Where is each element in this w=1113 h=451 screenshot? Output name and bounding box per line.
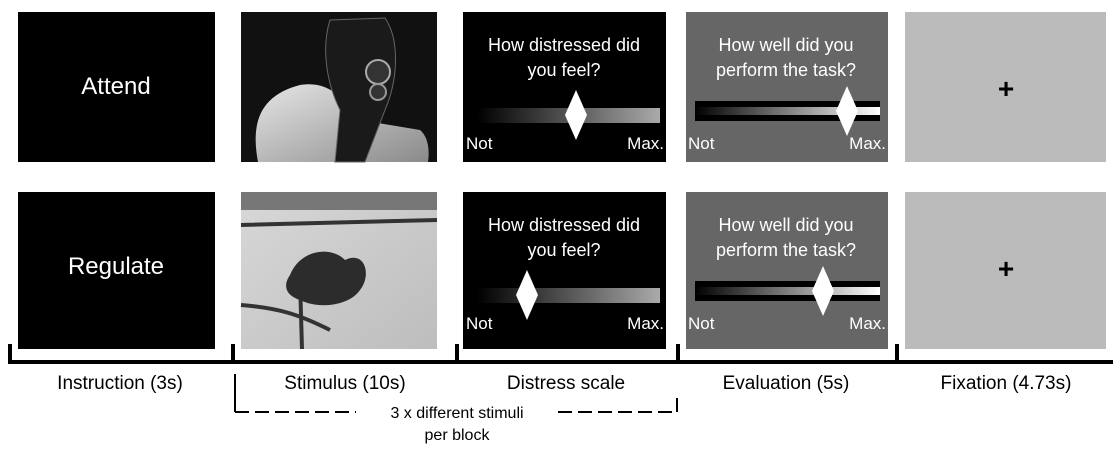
timeline-label: Instruction (3s) <box>57 373 183 394</box>
block-note: per block <box>425 427 491 444</box>
distress-panel <box>463 192 666 349</box>
scale-max: Max. <box>627 134 664 153</box>
timeline <box>8 344 1113 364</box>
timeline-label: Fixation (4.73s) <box>941 373 1072 394</box>
evaluation-panel <box>686 192 888 349</box>
rating-diamond <box>516 270 538 320</box>
scale-max: Max. <box>849 314 886 333</box>
evaluation-gradient <box>695 287 880 295</box>
fixation-cross: + <box>998 253 1014 284</box>
evaluation-gradient <box>695 107 880 115</box>
instruction-panel <box>18 12 215 162</box>
stimulus-top <box>241 192 437 210</box>
scale-min: Not <box>466 134 493 153</box>
stimulus-gun <box>325 17 396 163</box>
block-bracket <box>234 374 678 413</box>
scale-min: Not <box>466 314 493 333</box>
instruction-text: Attend <box>81 73 150 100</box>
instruction-panel <box>18 192 215 349</box>
stimulus-cylinder <box>365 59 391 85</box>
distress-question: How distressed did <box>488 215 640 235</box>
distress-bar <box>477 288 660 303</box>
fixation-cross: + <box>998 73 1014 104</box>
scale-max: Max. <box>627 314 664 333</box>
scale-max: Max. <box>849 134 886 153</box>
stimulus-cylinder <box>369 83 387 101</box>
trial-row: Attend How distressed did you feel? Not Max.… <box>18 12 1106 163</box>
timeline-label: Evaluation (5s) <box>723 373 850 394</box>
fixation-panel <box>905 12 1106 162</box>
timeline-label: Distress scale <box>507 373 625 394</box>
distress-question: How distressed did <box>488 35 640 55</box>
timeline-label: Stimulus (10s) <box>284 373 405 394</box>
instruction-text: Regulate <box>68 253 164 280</box>
fixation-panel <box>905 192 1106 349</box>
evaluation-question: How well did you <box>718 35 853 55</box>
evaluation-question: perform the task? <box>716 240 856 260</box>
block-note: 3 x different stimuli <box>390 405 523 422</box>
distress-question: you feel? <box>527 60 600 80</box>
distress-question: you feel? <box>527 240 600 260</box>
evaluation-question: How well did you <box>718 215 853 235</box>
scale-min: Not <box>688 134 715 153</box>
evaluation-panel <box>686 12 888 162</box>
stimulus-object <box>286 251 366 306</box>
rating-diamond <box>565 90 587 140</box>
distress-panel <box>463 12 666 162</box>
evaluation-question: perform the task? <box>716 60 856 80</box>
rating-diamond <box>836 86 858 136</box>
scale-min: Not <box>688 314 715 333</box>
trial-row: Regulate How distressed did you feel? Not Ma… <box>18 192 1106 350</box>
rating-diamond <box>812 266 834 316</box>
